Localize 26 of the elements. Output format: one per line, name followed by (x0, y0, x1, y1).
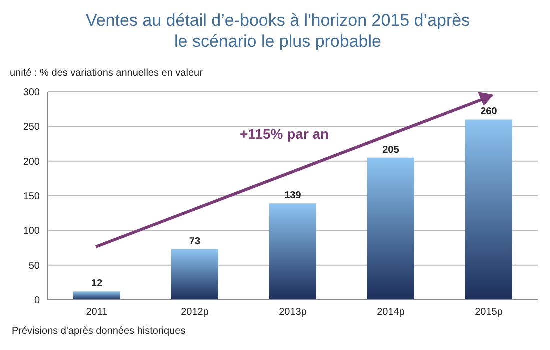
bar (367, 158, 414, 300)
data-label: 12 (91, 278, 103, 290)
data-label: 73 (189, 236, 201, 248)
y-tick-label: 250 (23, 122, 40, 134)
text: Prévisions d'après données historiques (12, 326, 186, 337)
y-tick-label: 200 (23, 156, 40, 168)
x-tick-label: 2015p (475, 307, 504, 318)
y-tick-label: 300 (23, 88, 40, 99)
data-label: 139 (284, 190, 302, 202)
x-tick-label: 2012p (181, 307, 210, 318)
bar (269, 204, 316, 300)
bar (171, 249, 218, 300)
chart-title: Ventes au détail d’e-books à l'horizon 2015 d’après le scénario le plus probable (84, 10, 472, 52)
y-axis-title: unité : % des variations annuelles en valeur (10, 68, 203, 79)
annotation: +115% par an (240, 126, 330, 142)
x-tick-label: 2011 (86, 307, 108, 318)
y-tick-label: 0 (34, 296, 40, 307)
x-tick-label: 2014p (377, 307, 406, 318)
data-label: 205 (382, 144, 400, 156)
data-label: 260 (480, 106, 498, 118)
y-tick-label: 100 (23, 226, 40, 238)
y-tick-label: 50 (28, 260, 40, 272)
x-tick-label: 2013p (279, 307, 308, 318)
bar (73, 292, 120, 300)
y-tick-label: 150 (23, 192, 40, 203)
bar (465, 120, 512, 300)
